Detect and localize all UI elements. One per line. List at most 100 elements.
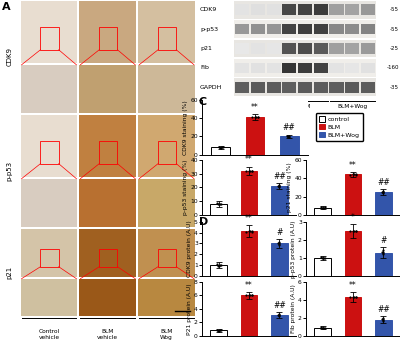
Point [216,263,222,268]
Point [248,115,255,120]
Bar [251,4,265,15]
Point [352,294,359,300]
Bar [314,328,331,336]
Bar [298,24,312,34]
Point [318,204,324,209]
Bar [251,63,265,73]
Text: p-p53: p-p53 [200,27,218,32]
Point [350,294,356,300]
Point [246,168,253,173]
FancyBboxPatch shape [79,229,136,277]
Text: -25: -25 [390,46,399,51]
Text: CDK9: CDK9 [7,48,13,66]
Point [219,144,225,150]
Text: **: ** [349,160,357,170]
Point [378,317,385,322]
Text: -55: -55 [390,27,399,32]
Point [285,134,292,139]
Point [318,324,324,330]
Bar [158,249,176,267]
Bar [282,4,296,15]
Bar [298,4,312,15]
Bar [241,171,257,215]
Point [379,189,386,195]
Point [350,294,357,300]
Bar [40,249,59,267]
Point [214,261,220,267]
Bar [266,24,281,34]
Text: BLM+Wog: BLM+Wog [337,104,367,109]
Point [248,229,255,235]
Point [380,318,386,324]
Point [217,328,224,333]
Text: CDK9: CDK9 [200,7,217,12]
Bar [99,249,118,267]
Text: **: ** [245,280,253,290]
Point [319,256,325,261]
Point [275,241,282,246]
Point [255,114,261,120]
Point [379,317,386,323]
Point [321,255,328,260]
Bar [212,147,230,155]
Bar [330,24,344,34]
FancyBboxPatch shape [79,279,136,316]
Text: -35: -35 [390,85,399,90]
Legend: control, BLM, BLM+Wog: control, BLM, BLM+Wog [316,113,363,141]
Bar [235,24,249,34]
Text: Fib: Fib [200,65,209,70]
Bar [314,82,328,92]
Point [275,311,282,317]
Bar [298,63,312,73]
Bar [361,82,375,92]
Text: p21: p21 [200,46,212,51]
Point [243,229,249,235]
FancyBboxPatch shape [20,279,78,316]
Text: ##: ## [273,172,286,181]
FancyBboxPatch shape [20,1,78,63]
Point [275,312,282,318]
Point [319,205,325,210]
Point [347,228,353,234]
Point [214,327,220,333]
Bar [345,63,359,73]
Text: **: ** [245,155,253,165]
Bar [282,43,296,54]
FancyBboxPatch shape [138,179,195,227]
Bar [314,24,328,34]
Point [246,292,253,298]
Point [252,114,258,120]
Bar [345,174,361,215]
Point [276,313,282,319]
Bar [314,207,331,215]
Point [350,228,356,234]
Text: **: ** [349,281,357,290]
Bar [235,63,249,73]
Point [220,144,226,150]
Bar [158,141,176,164]
Point [217,145,223,150]
Bar [361,63,375,73]
Text: -55: -55 [390,7,399,12]
Point [216,201,223,207]
Text: #: # [276,228,282,237]
Text: D: D [199,217,208,227]
Bar [234,20,376,38]
Point [246,229,253,234]
Point [215,263,221,269]
Bar [280,136,298,155]
Bar [330,4,344,15]
Point [275,184,282,189]
Point [352,172,359,177]
FancyBboxPatch shape [79,1,136,63]
Y-axis label: Fib protein (A.U): Fib protein (A.U) [291,284,296,333]
Point [319,325,325,331]
Point [214,200,220,205]
Bar [210,330,227,336]
Bar [251,43,265,54]
Bar [246,117,264,155]
FancyBboxPatch shape [138,279,195,316]
Point [350,172,356,177]
Point [321,205,328,210]
Point [378,189,385,194]
